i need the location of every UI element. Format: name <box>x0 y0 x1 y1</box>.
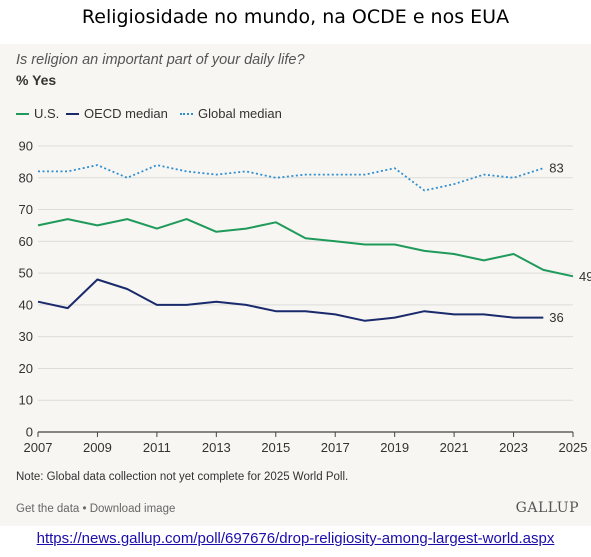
get-data-link[interactable]: Get the data • Download image <box>16 503 176 515</box>
y-tick-label-80: 80 <box>19 170 33 185</box>
x-tick-label-2011: 2011 <box>143 440 171 455</box>
line-chart: 49 36 83 0 10 20 30 40 50 60 70 80 90 2007 2009 2011 20… <box>19 139 591 456</box>
series-lines <box>37 164 574 322</box>
y-tick-label-40: 40 <box>19 297 33 312</box>
y-tick-label-0: 0 <box>26 425 33 440</box>
chart-card <box>0 44 591 526</box>
legend-label-oecd: OECD median <box>84 106 168 121</box>
grid <box>38 145 573 401</box>
legend-label-global: Global median <box>198 106 282 121</box>
end-label-u-s-: 49 <box>579 269 591 284</box>
y-tick-label-90: 90 <box>19 139 33 154</box>
source-url-link[interactable]: https://news.gallup.com/poll/697676/drop… <box>36 530 555 547</box>
axes: 0 10 20 30 40 50 60 70 80 90 2007 2009 2011 2013 2015 2… <box>19 139 588 456</box>
x-tick-label-2013: 2013 <box>202 440 231 455</box>
end-label-global-median: 83 <box>549 161 563 176</box>
legend-swatch-global <box>180 113 193 115</box>
y-tick-label-10: 10 <box>19 393 33 408</box>
end-label-oecd-median: 36 <box>549 310 563 325</box>
y-tick-label-70: 70 <box>19 202 33 217</box>
x-tick-label-2007: 2007 <box>24 440 53 455</box>
x-tick-label-2025: 2025 <box>559 440 588 455</box>
x-tick-label-2019: 2019 <box>380 440 409 455</box>
y-tick-label-60: 60 <box>19 234 33 249</box>
x-tick-label-2021: 2021 <box>440 440 469 455</box>
footer-links[interactable]: Get the data • Download image <box>16 503 175 515</box>
legend-swatch-us <box>16 113 29 115</box>
gallup-logo: GALLUP <box>515 500 579 516</box>
end-labels: 49 36 83 <box>549 161 591 325</box>
x-tick-label-2023: 2023 <box>499 440 528 455</box>
series-line-u-s- <box>37 218 574 278</box>
x-tick-label-2009: 2009 <box>83 440 112 455</box>
y-tick-label-20: 20 <box>19 361 33 376</box>
legend-label-us: U.S. <box>34 106 60 121</box>
legend-swatch-oecd <box>66 113 79 115</box>
y-tick-label-30: 30 <box>19 329 33 344</box>
y-axis-label: % Yes <box>16 72 57 88</box>
chart-note: Note: Global data collection not yet com… <box>16 471 349 483</box>
y-tick-label-50: 50 <box>19 266 33 281</box>
series-line-global-median <box>38 164 544 192</box>
slide-title: Religiosidade no mundo, na OCDE e nos EU… <box>81 6 510 28</box>
series-line-oecd-median <box>37 278 544 322</box>
x-tick-label-2015: 2015 <box>261 440 290 455</box>
x-tick-label-2017: 2017 <box>321 440 350 455</box>
chart-title: Is religion an important part of your da… <box>16 52 305 68</box>
